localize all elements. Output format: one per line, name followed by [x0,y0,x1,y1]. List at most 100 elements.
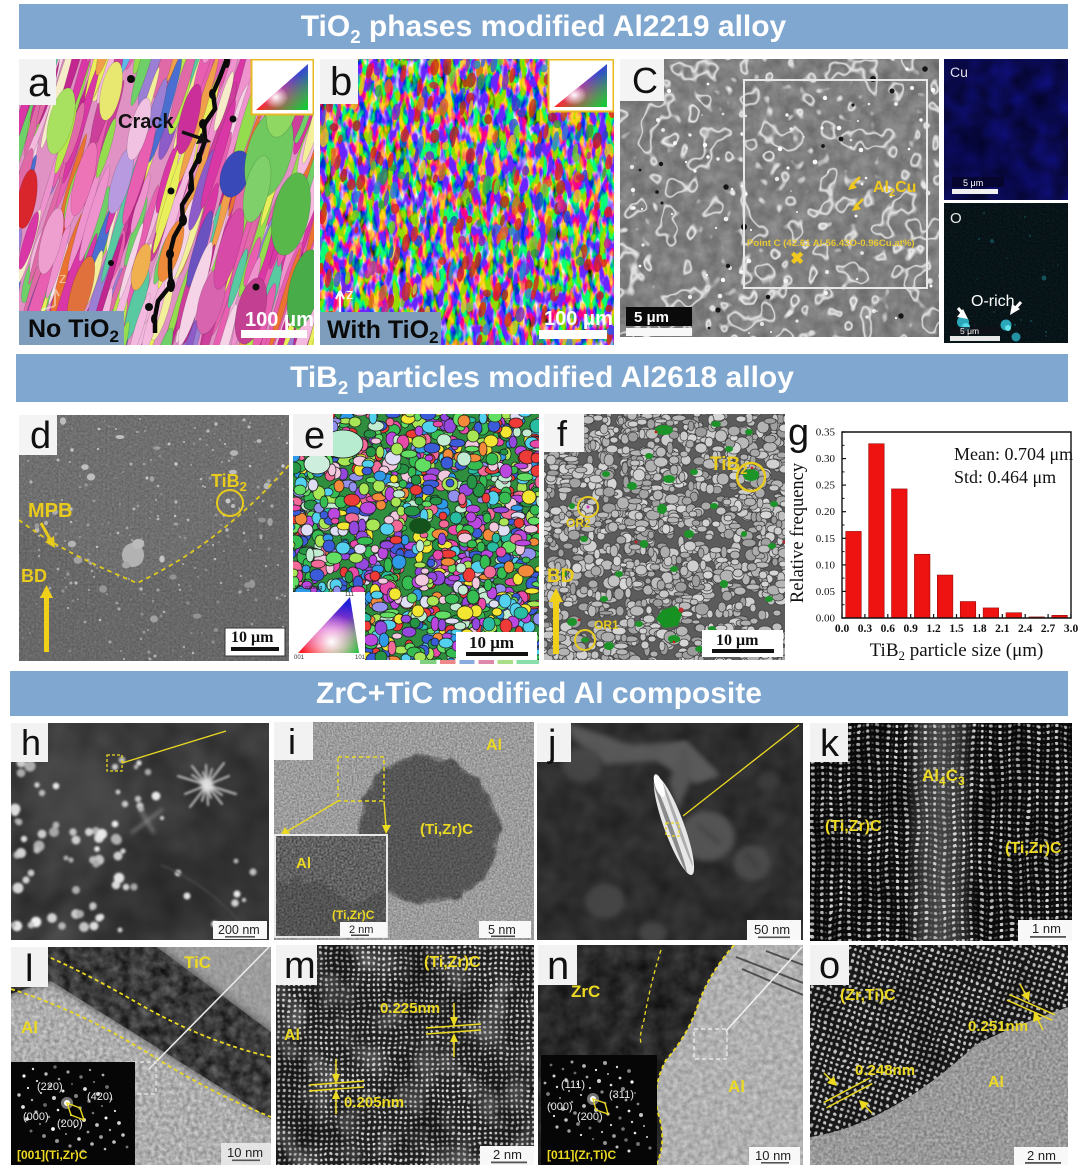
svg-text:OR2: OR2 [566,516,591,530]
svg-text:(311): (311) [609,1089,634,1101]
svg-text:Point C (42.61 Al-56.43O-0.96C: Point C (42.61 Al-56.43O-0.96Cu.at%) [747,238,915,249]
svg-text:Cu: Cu [950,64,968,80]
svg-text:1.5: 1.5 [949,623,964,635]
svg-text:0.248nm: 0.248nm [855,1062,915,1079]
svg-text:10 nm: 10 nm [227,1145,263,1160]
svg-text:Al: Al [296,855,311,872]
svg-text:0.0: 0.0 [835,623,850,635]
svg-text:Relative frequency: Relative frequency [788,462,808,603]
svg-text:d: d [30,415,51,457]
svg-text:(200): (200) [577,1111,603,1123]
svg-text:0.05: 0.05 [816,586,836,598]
svg-text:h: h [21,723,41,763]
svg-text:(Ti,Zr)C: (Ti,Zr)C [825,818,882,835]
svg-text:0.20: 0.20 [816,506,836,518]
svg-text:TiB2: TiB2 [211,471,247,494]
svg-text:0.35: 0.35 [816,427,836,439]
svg-text:OR1: OR1 [594,618,619,632]
svg-text:(000): (000) [547,1101,573,1113]
svg-text:BD: BD [21,566,47,586]
svg-text:101: 101 [355,655,366,660]
svg-text:✖: ✖ [790,249,804,268]
svg-text:0.3: 0.3 [858,623,873,635]
svg-text:Al4C3: Al4C3 [922,766,965,788]
svg-text:j: j [547,723,556,765]
svg-text:5 μm: 5 μm [960,326,979,336]
svg-text:Crack: Crack [118,111,174,133]
svg-text:(000): (000) [23,1111,49,1123]
svg-text:5 nm: 5 nm [488,923,516,937]
svg-text:5 μm: 5 μm [634,309,669,326]
svg-text:10 μm: 10 μm [716,632,759,649]
svg-text:(220): (220) [37,1081,63,1093]
svg-text:Al: Al [21,1018,38,1037]
svg-text:100 μm: 100 μm [544,308,613,330]
svg-text:200 nm: 200 nm [218,923,260,937]
svg-text:m: m [284,945,316,987]
svg-text:10 nm: 10 nm [755,1148,791,1163]
svg-text:(Ti,Zr)C: (Ti,Zr)C [420,821,473,838]
svg-text:n: n [547,945,569,988]
svg-text:10 μm: 10 μm [231,629,274,646]
svg-text:b: b [330,60,352,104]
svg-text:2 nm: 2 nm [1027,1148,1056,1163]
svg-text:g: g [788,413,809,454]
svg-text:(Ti,Zr)C: (Ti,Zr)C [424,954,481,971]
svg-text:0.10: 0.10 [816,559,836,571]
svg-text:C: C [632,60,658,101]
svg-text:0.225nm: 0.225nm [380,1000,440,1017]
svg-text:No TiO2: No TiO2 [28,315,119,345]
svg-text:e: e [304,415,325,457]
svg-text:[011](Zr,Ti)C: [011](Zr,Ti)C [547,1148,616,1162]
svg-text:Mean: 0.704 μm: Mean: 0.704 μm [954,444,1073,464]
svg-text:f: f [557,414,568,454]
svg-text:a: a [28,61,51,105]
svg-text:k: k [820,723,840,765]
svg-text:Al: Al [284,1027,300,1044]
svg-text:(Ti,Zr)C: (Ti,Zr)C [1005,840,1062,857]
svg-text:2.1: 2.1 [995,623,1010,635]
svg-text:3.0: 3.0 [1064,623,1079,635]
svg-text:BC; coloring: BC; coloring [295,585,322,591]
svg-text:(200): (200) [57,1118,83,1130]
svg-text:TiC: TiC [184,953,211,972]
svg-text:0.205nm: 0.205nm [344,1094,404,1111]
svg-text:1.2: 1.2 [926,623,941,635]
svg-text:TiB2 particle size (μm): TiB2 particle size (μm) [870,640,1044,661]
svg-text:BD: BD [547,566,574,587]
svg-text:0.6: 0.6 [881,623,896,635]
svg-text:z: z [59,270,67,287]
svg-text:ZrC: ZrC [571,982,600,1001]
svg-text:(Zr,Ti)C: (Zr,Ti)C [840,987,896,1004]
svg-text:Al2Cu: Al2Cu [873,179,916,199]
svg-text:2 nm: 2 nm [493,1147,522,1162]
svg-text:0.30: 0.30 [816,453,836,465]
svg-text:2 nm: 2 nm [349,924,373,936]
svg-text:(Ti,Zr)C: (Ti,Zr)C [332,908,375,922]
svg-text:0.251nm: 0.251nm [968,1018,1028,1035]
svg-text:MPB: MPB [28,500,72,522]
svg-text:O-rich: O-rich [971,293,1015,310]
svg-text:(111): (111) [561,1079,585,1091]
svg-text:5 μm: 5 μm [963,178,983,188]
svg-text:111: 111 [345,592,355,598]
svg-text:[001](Ti,Zr)C: [001](Ti,Zr)C [17,1148,88,1162]
svg-text:O: O [950,210,962,227]
svg-text:0.9: 0.9 [904,623,919,635]
svg-text:50 nm: 50 nm [754,922,790,937]
svg-text:2.4: 2.4 [1018,623,1033,635]
svg-text:0.25: 0.25 [816,480,836,492]
svg-text:Al: Al [486,737,502,754]
svg-text:i: i [288,722,296,762]
svg-text:0.15: 0.15 [816,533,836,545]
svg-text:l: l [25,948,33,990]
svg-text:2.7: 2.7 [1041,623,1056,635]
svg-text:100 μm: 100 μm [245,309,314,331]
svg-text:1 nm: 1 nm [1032,921,1061,936]
svg-text:With TiO2: With TiO2 [327,316,439,345]
svg-text:10 μm: 10 μm [469,633,514,652]
svg-text:1.8: 1.8 [972,623,987,635]
svg-text:0.00: 0.00 [816,613,836,625]
svg-text:Al: Al [988,1074,1004,1091]
svg-text:Std: 0.464 μm: Std: 0.464 μm [954,467,1056,487]
